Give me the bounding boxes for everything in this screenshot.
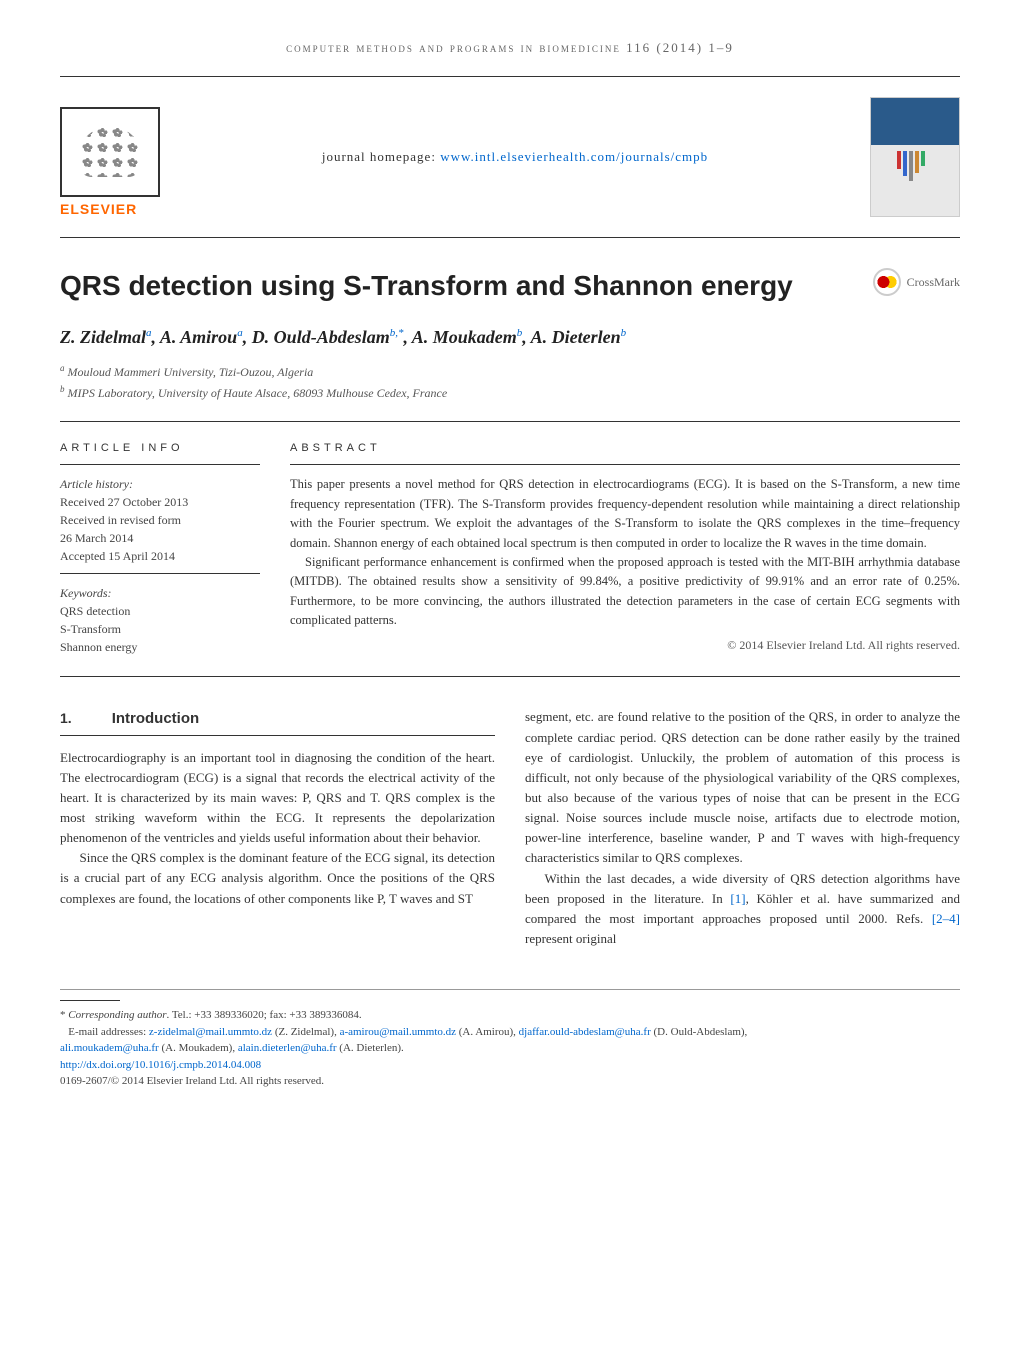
history-line: Received in revised form xyxy=(60,511,260,529)
email-link[interactable]: alain.dieterlen@uha.fr xyxy=(238,1042,337,1054)
section-number: 1. xyxy=(60,708,72,730)
crossmark-label: CrossMark xyxy=(907,275,960,290)
body-paragraph: Within the last decades, a wide diversit… xyxy=(525,869,960,950)
reference-link[interactable]: [1] xyxy=(730,891,745,906)
column-right: segment, etc. are found relative to the … xyxy=(525,707,960,949)
abstract-p2: Significant performance enhancement is c… xyxy=(290,553,960,631)
abstract-p1: This paper presents a novel method for Q… xyxy=(290,475,960,553)
body-paragraph: Electrocardiography is an important tool… xyxy=(60,748,495,849)
divider xyxy=(60,676,960,677)
doi-link[interactable]: http://dx.doi.org/10.1016/j.cmpb.2014.04… xyxy=(60,1059,261,1071)
section-heading: 1. Introduction xyxy=(60,707,495,735)
info-divider xyxy=(60,464,260,465)
abstract-heading: abstract xyxy=(290,442,960,454)
email-addresses: E-mail addresses: z-zidelmal@mail.ummto.… xyxy=(60,1024,960,1057)
journal-header: computer methods and programs in biomedi… xyxy=(60,40,960,76)
column-left: 1. Introduction Electrocardiography is a… xyxy=(60,707,495,949)
crossmark-badge[interactable]: CrossMark xyxy=(873,268,960,296)
divider xyxy=(60,421,960,422)
keyword: Shannon energy xyxy=(60,638,260,656)
article-title: QRS detection using S-Transform and Shan… xyxy=(60,268,873,304)
info-divider xyxy=(60,573,260,574)
header-row: ELSEVIER journal homepage: www.intl.else… xyxy=(60,76,960,238)
footer: * Corresponding author. Tel.: +33 389336… xyxy=(60,989,960,1090)
corresponding-author: * Corresponding author. Tel.: +33 389336… xyxy=(60,1007,960,1024)
history-line: Accepted 15 April 2014 xyxy=(60,547,260,565)
history-line: 26 March 2014 xyxy=(60,529,260,547)
abstract-text: This paper presents a novel method for Q… xyxy=(290,475,960,630)
info-heading: article info xyxy=(60,442,260,454)
history-line: Received 27 October 2013 xyxy=(60,493,260,511)
article-info-column: article info Article history: Received 2… xyxy=(60,442,260,656)
issn-copyright: 0169-2607/© 2014 Elsevier Ireland Ltd. A… xyxy=(60,1073,960,1090)
authors: Z. Zidelmala, A. Amiroua, D. Ould-Abdesl… xyxy=(60,324,960,351)
homepage-link: journal homepage: www.intl.elsevierhealt… xyxy=(322,149,708,165)
affiliation: b MIPS Laboratory, University of Haute A… xyxy=(60,384,960,401)
journal-cover-thumbnail xyxy=(870,97,960,217)
body-columns: 1. Introduction Electrocardiography is a… xyxy=(60,707,960,949)
elsevier-brand: ELSEVIER xyxy=(60,201,160,217)
title-row: QRS detection using S-Transform and Shan… xyxy=(60,268,960,304)
article-history: Article history: Received 27 October 201… xyxy=(60,475,260,565)
elsevier-logo: ELSEVIER xyxy=(60,107,160,207)
affiliation: a Mouloud Mammeri University, Tizi-Ouzou… xyxy=(60,363,960,380)
keywords-label: Keywords: xyxy=(60,584,260,602)
body-paragraph: Since the QRS complex is the dominant fe… xyxy=(60,848,495,908)
homepage-label: journal homepage: xyxy=(322,149,440,164)
email-link[interactable]: z-zidelmal@mail.ummto.dz xyxy=(149,1026,272,1038)
crossmark-icon xyxy=(873,268,901,296)
keyword: S-Transform xyxy=(60,620,260,638)
email-link[interactable]: djaffar.ould-abdeslam@uha.fr xyxy=(519,1026,651,1038)
footer-divider xyxy=(60,1000,120,1001)
body-paragraph: segment, etc. are found relative to the … xyxy=(525,707,960,868)
abstract-column: abstract This paper presents a novel met… xyxy=(290,442,960,656)
elsevier-tree-icon xyxy=(80,127,140,177)
email-link[interactable]: ali.moukadem@uha.fr xyxy=(60,1042,159,1054)
reference-link[interactable]: [2–4] xyxy=(932,911,960,926)
keyword: QRS detection xyxy=(60,602,260,620)
email-link[interactable]: a-amirou@mail.ummto.dz xyxy=(340,1026,456,1038)
info-abstract-row: article info Article history: Received 2… xyxy=(60,442,960,656)
abstract-divider xyxy=(290,464,960,465)
abstract-copyright: © 2014 Elsevier Ireland Ltd. All rights … xyxy=(290,638,960,653)
homepage-url[interactable]: www.intl.elsevierhealth.com/journals/cmp… xyxy=(440,149,708,164)
keywords-block: Keywords: QRS detectionS-TransformShanno… xyxy=(60,584,260,656)
history-label: Article history: xyxy=(60,475,260,493)
section-title: Introduction xyxy=(112,707,199,730)
